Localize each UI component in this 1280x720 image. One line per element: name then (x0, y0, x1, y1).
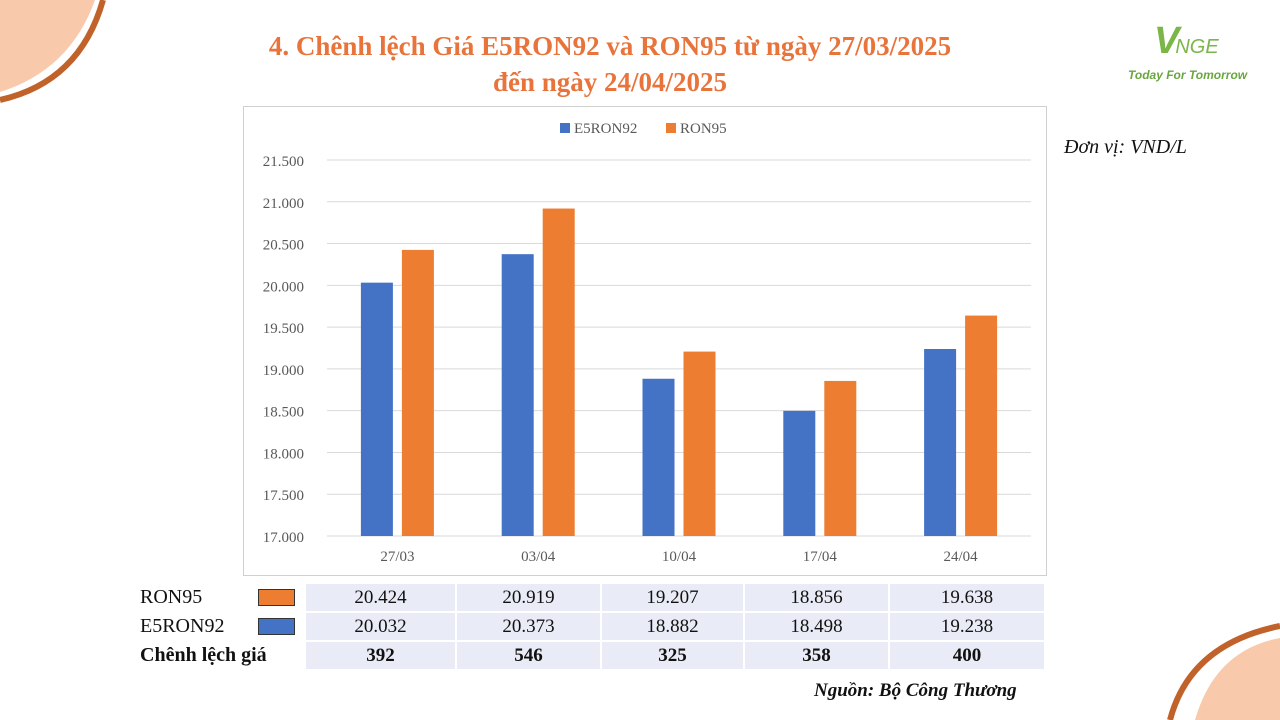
bar-ron95 (542, 208, 575, 536)
table-cell: 392 (306, 642, 455, 669)
table-cell: 358 (745, 642, 888, 669)
vnge-logo: VNGE Today For Tomorrow (1124, 20, 1264, 90)
row-label-cell: RON95 (140, 584, 304, 611)
bar-e5ron92 (360, 282, 393, 536)
table-cell: 19.238 (890, 613, 1044, 640)
y-tick-label: 19.000 (263, 363, 304, 379)
table-cell: 20.373 (457, 613, 600, 640)
y-tick-label: 21.000 (263, 196, 304, 212)
x-tick-label: 10/04 (662, 549, 697, 565)
logo-nge: NGE (1175, 36, 1219, 58)
y-tick-label: 21.500 (263, 154, 304, 170)
bar-e5ron92 (783, 410, 816, 536)
table-cell: 546 (457, 642, 600, 669)
logo-tagline: Today For Tomorrow (1128, 68, 1248, 82)
ron95-legend-key (258, 589, 295, 606)
row-label: E5RON92 (140, 615, 225, 637)
source-note: Nguồn: Bộ Công Thương (814, 680, 1017, 701)
table-cell: 20.424 (306, 584, 455, 611)
x-tick-label: 27/03 (380, 549, 414, 565)
table-row-difference: Chênh lệch giá 392 546 325 358 400 (140, 642, 1044, 669)
corner-decoration-bottom-right (1167, 623, 1280, 720)
legend-swatch-ron95 (666, 123, 676, 133)
x-tick-label: 24/04 (944, 549, 979, 565)
y-tick-label: 18.000 (263, 446, 304, 462)
page-title: 4. Chênh lệch Giá E5RON92 và RON95 từ ng… (160, 28, 1060, 100)
y-tick-label: 20.500 (263, 238, 304, 254)
table-cell: 19.638 (890, 584, 1044, 611)
bar-ron95 (965, 315, 998, 536)
bar-e5ron92 (501, 254, 534, 536)
title-line-2: đến ngày 24/04/2025 (492, 67, 728, 97)
bar-chart: 17.000 17.500 18.000 18.500 19.000 19.500 20.0… (263, 121, 1031, 565)
table-cell: 18.856 (745, 584, 888, 611)
y-tick-label: 19.500 (263, 321, 304, 337)
legend-label: RON95 (680, 121, 727, 137)
data-table: RON95 20.424 20.919 19.207 18.856 19.638… (138, 582, 1046, 671)
unit-label: Đơn vị: VND/L (1064, 136, 1187, 158)
table-cell: 19.207 (602, 584, 743, 611)
bar-e5ron92 (642, 378, 675, 536)
corner-decoration-top-left (0, 0, 106, 103)
row-label-cell: E5RON92 (140, 613, 304, 640)
x-tick-label: 03/04 (521, 549, 556, 565)
logo-v: V (1154, 20, 1180, 62)
logo-mark: VNGE (1154, 20, 1219, 63)
table-cell: 18.498 (745, 613, 888, 640)
table-cell: 18.882 (602, 613, 743, 640)
bar-ron95 (401, 249, 434, 537)
row-label: Chênh lệch giá (140, 644, 267, 666)
bar-ron95 (683, 351, 716, 536)
table-cell: 325 (602, 642, 743, 669)
table-cell: 20.032 (306, 613, 455, 640)
table-row-ron95: RON95 20.424 20.919 19.207 18.856 19.638 (140, 584, 1044, 611)
y-tick-label: 17.500 (263, 488, 304, 504)
chart-frame: 17.000 17.500 18.000 18.500 19.000 19.500 20.0… (243, 106, 1047, 576)
table-cell: 400 (890, 642, 1044, 669)
y-tick-label: 17.000 (263, 530, 304, 546)
table-row-e5ron92: E5RON92 20.032 20.373 18.882 18.498 19.2… (140, 613, 1044, 640)
e5ron92-legend-key (258, 618, 295, 635)
legend-swatch-e5ron92 (560, 123, 570, 133)
row-label: RON95 (140, 586, 203, 608)
title-line-1: 4. Chênh lệch Giá E5RON92 và RON95 từ ng… (268, 31, 952, 61)
y-tick-label: 18.500 (263, 405, 304, 421)
y-tick-label: 20.000 (263, 279, 304, 295)
x-tick-label: 17/04 (803, 549, 838, 565)
bar-ron95 (824, 380, 857, 536)
bar-e5ron92 (924, 349, 957, 536)
legend-label: E5RON92 (574, 121, 637, 137)
table-cell: 20.919 (457, 584, 600, 611)
row-label-cell: Chênh lệch giá (140, 642, 304, 669)
